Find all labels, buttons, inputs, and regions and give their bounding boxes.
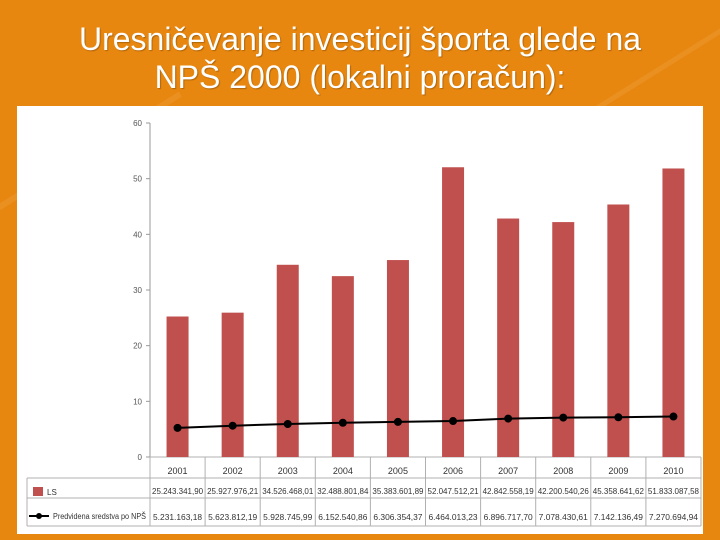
line-nps-point <box>173 423 182 432</box>
y-tick-label: 10 <box>133 397 142 406</box>
bar-ls <box>166 316 189 457</box>
bar-ls <box>276 264 299 457</box>
table-value-nps: 5.623.812,19 <box>208 513 258 522</box>
table-value-nps: 7.270.694,94 <box>649 513 699 522</box>
x-category-label: 2004 <box>333 466 353 476</box>
line-nps <box>177 415 674 429</box>
x-category-label: 2005 <box>388 466 408 476</box>
y-tick-label: 50 <box>133 175 142 184</box>
table-value-ls: 52.047.512,21 <box>428 487 480 496</box>
table-value-nps: 5.231.163,18 <box>153 513 203 522</box>
x-category-label: 2006 <box>443 466 463 476</box>
bar-ls <box>662 168 685 457</box>
bar-ls <box>386 260 409 457</box>
line-nps-point <box>669 412 678 421</box>
y-tick-label: 0 <box>138 453 143 462</box>
slide-title-line-1: Uresničevanje investicij športa glede na <box>78 21 642 57</box>
bar-ls <box>442 167 465 457</box>
table-value-ls: 42.200.540,26 <box>538 487 590 496</box>
slide-title-line-2: NPŠ 2000 (lokalni proračun): <box>154 59 566 95</box>
bar-ls <box>497 218 520 457</box>
y-tick-label: 40 <box>133 230 142 239</box>
x-category-label: 2007 <box>498 466 518 476</box>
legend-key-ls <box>33 487 43 496</box>
table-value-ls: 25.243.341,90 <box>152 487 204 496</box>
table-value-ls: 51.833.087,58 <box>648 487 700 496</box>
table-value-nps: 7.142.136,49 <box>594 513 644 522</box>
table-value-ls: 32.488.801,84 <box>317 487 369 496</box>
table-value-ls: 35.383.601,89 <box>372 487 424 496</box>
x-category-label: 2008 <box>553 466 573 476</box>
table-value-nps: 6.464.013,23 <box>429 513 479 522</box>
slide-title: Uresničevanje investicij športa glede na… <box>0 20 720 96</box>
table-value-nps: 7.078.430,61 <box>539 513 589 522</box>
legend-label-ls: LS <box>47 488 57 497</box>
table-value-ls: 42.842.558,19 <box>483 487 535 496</box>
bar-ls <box>552 222 575 457</box>
table-value-ls: 34.526.468,01 <box>262 487 314 496</box>
table-value-nps: 6.306.354,37 <box>373 513 423 522</box>
line-nps-point <box>283 419 292 428</box>
legend-label-nps: Predvidena sredstva po NPŠ <box>53 512 146 521</box>
line-nps-point <box>449 417 458 426</box>
table-value-nps: 5.928.745,99 <box>263 513 313 522</box>
table-value-ls: 25.927.976,21 <box>207 487 259 496</box>
x-category-label: 2001 <box>168 466 188 476</box>
line-nps-point <box>559 413 568 422</box>
y-tick-label: 30 <box>133 286 142 295</box>
x-category-label: 2003 <box>278 466 298 476</box>
x-category-label: 2009 <box>608 466 628 476</box>
chart-panel: 0 10 20 30 40 50 60 2001 25.243.341,90 5.231.163,… <box>17 106 703 534</box>
line-nps-point <box>338 418 347 427</box>
y-tick-label: 20 <box>133 342 142 351</box>
bar-ls <box>607 204 630 457</box>
line-nps-point <box>504 414 513 423</box>
chart: 0 10 20 30 40 50 60 2001 25.243.341,90 5.231.163,… <box>26 119 702 527</box>
bar-ls <box>221 312 244 457</box>
bar-ls <box>331 276 354 457</box>
x-category-label: 2010 <box>663 466 683 476</box>
line-nps-point <box>614 413 623 422</box>
table-value-nps: 6.896.717,70 <box>484 513 534 522</box>
table-value-nps: 6.152.540,86 <box>318 513 368 522</box>
table-value-ls: 45.358.641,62 <box>593 487 645 496</box>
x-category-label: 2002 <box>223 466 243 476</box>
line-nps-point <box>228 421 237 430</box>
y-tick-label: 60 <box>133 119 142 128</box>
legend-key-nps-marker <box>36 513 42 519</box>
line-nps-point <box>393 417 402 426</box>
